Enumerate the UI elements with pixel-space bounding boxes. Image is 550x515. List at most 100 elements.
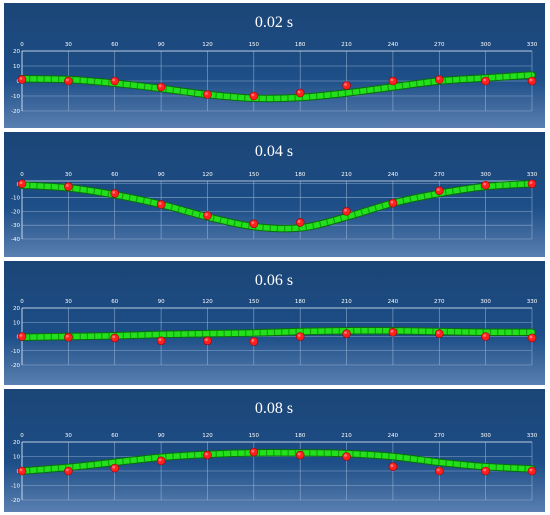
chart-title: 0.06 s [255, 272, 293, 289]
marker-highlight [112, 465, 116, 469]
series-curve-texture [21, 181, 533, 232]
marker-highlight [205, 338, 208, 342]
data-point-marker [110, 463, 120, 473]
x-tick-label: 30 [65, 299, 72, 305]
y-tick-label: 20 [13, 306, 20, 312]
y-tick-label: -20 [11, 109, 20, 115]
data-point-marker [203, 336, 212, 346]
x-tick-label: 270 [434, 299, 445, 305]
x-tick-label: 300 [480, 42, 491, 48]
data-point-marker [342, 452, 351, 461]
y-tick-label: 0 [17, 79, 21, 85]
x-tick-label: 180 [295, 433, 306, 439]
data-point-marker [203, 90, 212, 99]
data-point-marker [295, 332, 305, 341]
x-tick-label: 30 [65, 172, 72, 178]
data-point-marker [249, 337, 259, 346]
data-point-marker [527, 76, 537, 86]
marker-highlight [251, 221, 255, 225]
x-tick-label: 330 [527, 433, 538, 439]
y-tick-label: 10 [13, 64, 20, 70]
marker-highlight [19, 468, 23, 472]
x-tick-label: 60 [111, 42, 118, 48]
chart-panel-3: 0.06 s20100-10-2003060901201501802102402… [4, 261, 545, 385]
x-tick-label: 330 [527, 42, 538, 48]
data-point-marker [156, 336, 166, 346]
marker-highlight [297, 90, 301, 94]
data-point-marker [295, 450, 305, 460]
data-point-marker [110, 189, 120, 198]
chart-svg-3: 0.06 s20100-10-2003060901201501802102402… [4, 261, 545, 385]
marker-highlight [344, 331, 347, 335]
data-point-marker [342, 329, 351, 338]
marker-highlight [112, 191, 116, 194]
data-point-marker [64, 182, 73, 191]
x-tick-label: 150 [249, 172, 260, 178]
x-tick-label: 300 [480, 433, 491, 439]
chart-svg-1: 0.02 s 20 10 0 -10 -20 0 30 60 90 120 150 180 210 240 2… [4, 3, 545, 128]
x-tick-label: 120 [202, 433, 213, 439]
x-tick-label: 60 [111, 433, 118, 439]
y-tick-label: -20 [11, 209, 20, 215]
x-tick-label: 210 [341, 433, 352, 439]
marker-highlight [390, 78, 394, 82]
marker-highlight [344, 454, 347, 457]
marker-highlight [529, 335, 533, 339]
data-point-marker [156, 200, 166, 209]
data-point-marker [388, 327, 398, 337]
data-point-marker [481, 466, 490, 476]
marker-highlight [112, 78, 116, 82]
marker-highlight [158, 458, 162, 462]
marker-highlight [205, 213, 208, 216]
x-tick-label: 270 [434, 172, 445, 178]
data-point-marker [388, 76, 398, 86]
y-tick-label: -40 [11, 237, 20, 243]
x-tick-label: 90 [158, 172, 165, 178]
marker-highlight [205, 92, 208, 95]
marker-highlight [483, 182, 487, 186]
marker-highlight [390, 329, 394, 333]
data-point-marker [64, 466, 73, 476]
data-point-marker [295, 88, 305, 98]
marker-highlight [483, 334, 487, 337]
marker-highlight [297, 220, 301, 223]
chart-panel-1: 0.02 s 20 10 0 -10 -20 0 30 60 90 120 150 180 210 240 2… [4, 3, 545, 128]
x-tick-label: 210 [341, 299, 352, 305]
marker-highlight [297, 452, 301, 456]
chart-panel-2: 0.04 s0-10-20-30-40030609012015018021024… [4, 132, 545, 257]
x-tick-label: 150 [249, 299, 260, 305]
x-tick-label: 180 [295, 42, 306, 48]
x-tick-label: 240 [388, 42, 399, 48]
x-tick-label: 180 [295, 299, 306, 305]
data-point-marker [527, 333, 537, 343]
marker-highlight [65, 184, 69, 187]
data-point-marker [64, 76, 73, 86]
x-tick-label: 120 [202, 172, 213, 178]
data-point-marker [17, 179, 27, 189]
x-tick-label: 0 [20, 433, 24, 439]
y-tick-label: 10 [13, 455, 20, 461]
chart-svg-2: 0.04 s0-10-20-30-40030609012015018021024… [4, 132, 545, 257]
marker-highlight [65, 78, 69, 82]
chart-svg-4: 0.08 s20100-10-2003060901201501802102402… [4, 389, 545, 512]
marker-highlight [158, 84, 162, 88]
y-tick-label: -10 [11, 196, 20, 202]
x-tick-label: 0 [20, 172, 24, 178]
y-tick-label: -30 [11, 223, 20, 229]
data-point-marker [249, 91, 259, 101]
x-tick-label: 90 [158, 299, 165, 305]
data-point-marker [342, 81, 351, 90]
x-tick-label: 270 [434, 42, 445, 48]
x-tick-label: 120 [202, 42, 213, 48]
marker-highlight [436, 77, 440, 80]
x-tick-label: 150 [249, 433, 260, 439]
data-point-marker [110, 333, 120, 343]
x-tick-label: 60 [111, 172, 118, 178]
x-tick-label: 210 [341, 42, 352, 48]
data-point-marker [156, 82, 166, 92]
marker-highlight [251, 449, 255, 453]
data-point-marker [249, 219, 259, 229]
marker-highlight [390, 200, 394, 204]
data-point-marker [203, 211, 212, 220]
x-tick-label: 270 [434, 433, 445, 439]
